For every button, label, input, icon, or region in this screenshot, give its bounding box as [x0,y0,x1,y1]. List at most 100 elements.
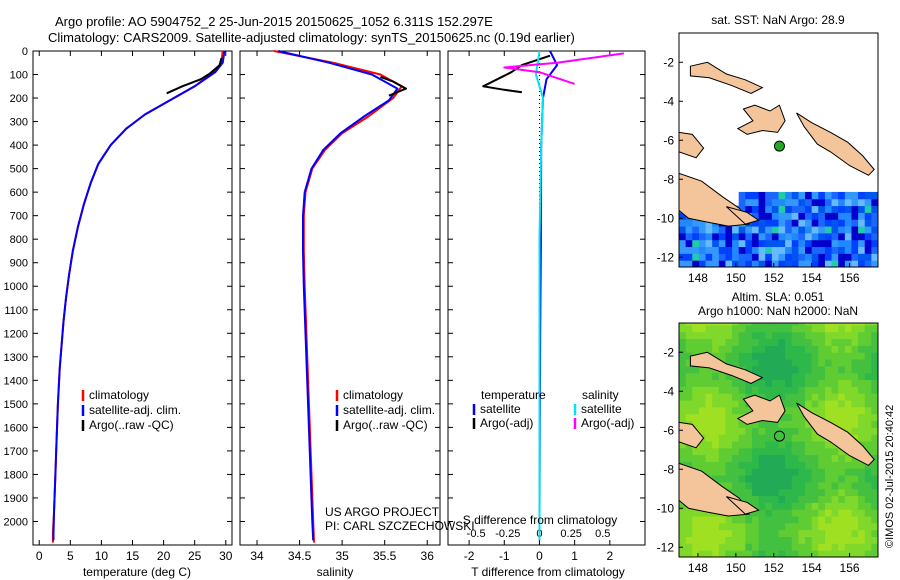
map-cell [805,338,813,346]
map-cell [778,543,786,551]
legend-label: satellite-adj. clim. [89,403,181,417]
map-cell [758,434,766,442]
map-cell [851,495,859,503]
map-cell [712,324,720,333]
map-cell [765,420,773,428]
map-cell [818,372,826,381]
map-cell [858,386,866,394]
map-cell [738,205,746,213]
map-cell [758,352,766,360]
map-cell [858,516,866,524]
map-cell [765,246,773,254]
map-cell [871,529,878,538]
map-cell [791,522,799,531]
map-cell [771,522,779,531]
map-cell [705,260,713,267]
map-cell [751,205,760,213]
map-cell [844,198,852,207]
map-cell [698,454,707,462]
map-cell [831,393,839,401]
map-cell [864,323,872,326]
map-cell [824,338,833,346]
map-cell [864,434,872,442]
map-cell [771,260,779,267]
map-cell [745,379,753,387]
map-cell [811,205,819,213]
series-satellite-adj-clim- [278,50,399,541]
map-cell [838,488,846,497]
map-cell [751,379,760,387]
map-cell [698,543,707,551]
map-cell [778,260,786,267]
series-s-satellite [534,50,544,541]
map-cell [871,324,878,333]
map-cell [679,529,687,538]
map-cell [798,440,806,449]
map-cell [805,331,813,340]
map-cell [771,481,779,490]
map-cell [878,260,885,267]
map-cell [838,219,846,227]
map-cell [824,324,833,333]
map-cell [732,331,740,340]
map-cell [725,331,733,340]
map-cell [838,226,846,234]
map-cell [878,332,885,339]
land-mass [679,172,750,227]
map-cell [685,345,693,353]
map-cell [758,509,766,517]
map-cell [831,379,839,387]
map-cell [851,212,859,220]
map-cell [864,212,872,220]
map-cell [705,461,713,469]
map-cell [811,226,819,234]
map-cell [838,359,846,367]
map-cell [818,393,826,401]
map-cell [831,495,839,503]
map-cell [858,205,866,213]
map-cell [844,454,852,462]
map-cell [864,481,872,490]
map-cell [864,372,872,381]
map-cell [844,495,852,503]
map-cell [738,260,746,267]
map-cell [871,352,878,360]
map-cell [871,345,878,353]
map-cell [698,529,707,538]
map-cell [838,550,846,557]
map-cell [745,495,753,503]
map-cell [831,232,839,241]
map-cell [718,454,726,462]
map-cell [771,205,779,213]
map-cell [844,481,852,490]
map-cell [864,440,872,449]
map-cell [831,386,839,394]
map-cell [824,454,833,462]
map-cell [811,323,819,326]
map-cell [718,331,726,340]
map-cell [864,260,872,267]
map-cell [811,191,819,200]
map-cell [705,345,713,353]
map-cell [818,219,826,227]
map-cell [871,359,878,367]
map-cell [778,253,786,261]
map-cell [751,239,760,248]
map-cell [751,536,760,544]
map-cell [871,434,878,442]
map-cell [732,427,740,435]
map-cell [871,550,878,557]
map-cell [791,529,799,538]
map-cell [765,359,773,367]
y-tick-label: 1000 [4,281,28,293]
map-cell [818,550,826,557]
map-cell [758,212,766,220]
map-cell [838,529,846,538]
map-cell [811,331,819,340]
map-cell [685,543,693,551]
map-cell [805,420,813,428]
map-cell [679,393,687,401]
map-cell [738,529,746,538]
map-cell [805,323,813,326]
map-cell [858,502,866,510]
